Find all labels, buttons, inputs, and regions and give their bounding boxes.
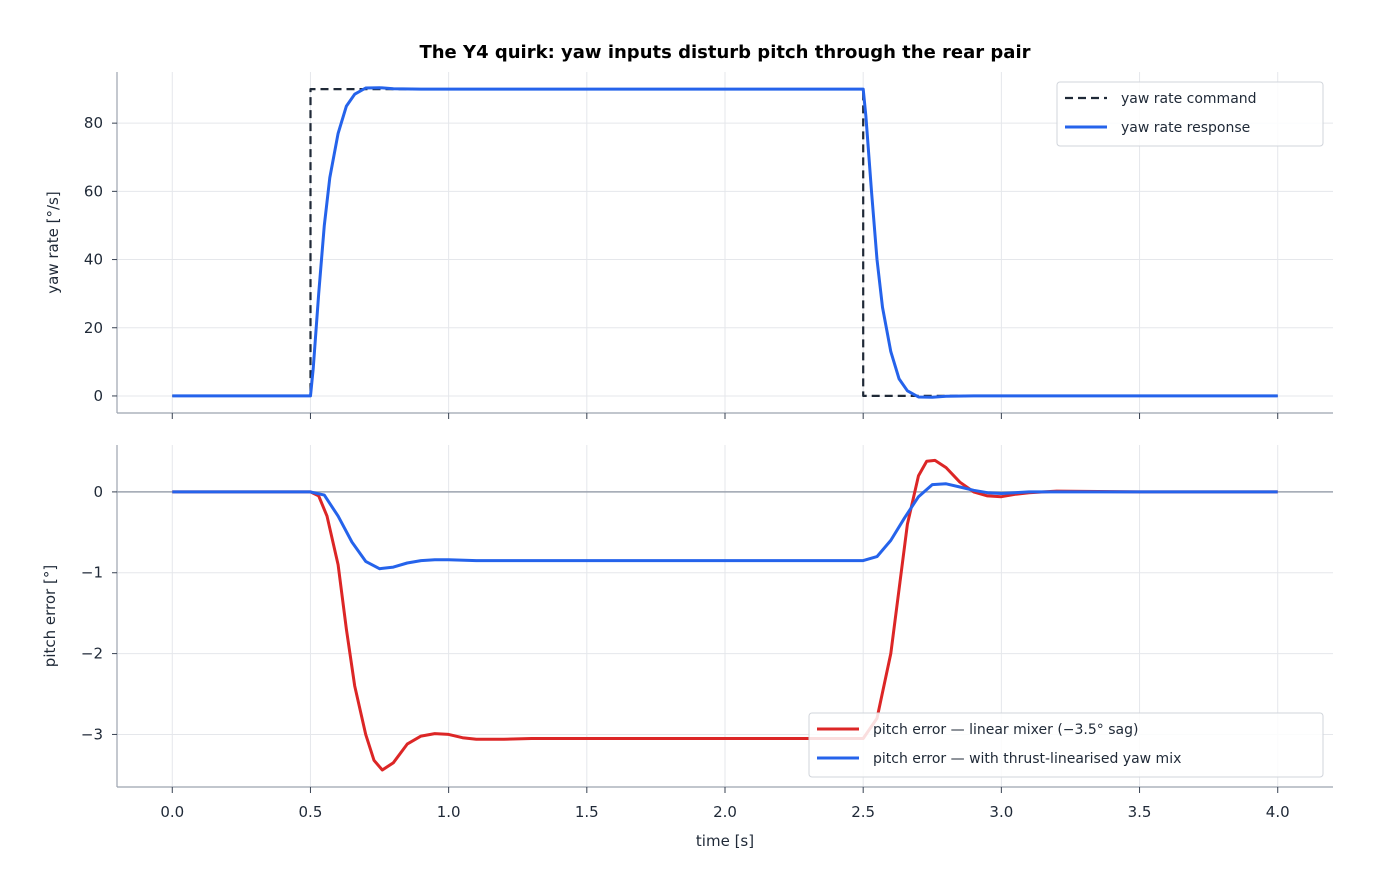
legend-box bbox=[808, 712, 1324, 778]
y-tick-label: 20 bbox=[84, 319, 103, 337]
x-axis-label: time [s] bbox=[696, 832, 754, 850]
y-axis-label: yaw rate [°/s] bbox=[44, 191, 62, 293]
x-tick-label: 1.0 bbox=[437, 803, 461, 821]
x-tick-label: 3.0 bbox=[989, 803, 1013, 821]
y-tick-label: 80 bbox=[84, 114, 103, 132]
series-line bbox=[172, 482, 1278, 571]
legend-entry: pitch error — with thrust-linearised yaw… bbox=[873, 751, 1181, 767]
legend: yaw rate command yaw rate response bbox=[1056, 81, 1324, 147]
x-tick-label: 3.5 bbox=[1128, 803, 1152, 821]
x-tick-label: 4.0 bbox=[1266, 803, 1290, 821]
y-tick-label: 0 bbox=[93, 387, 103, 405]
series-line bbox=[172, 86, 1278, 399]
y-tick-label: −2 bbox=[81, 645, 103, 663]
y-tick-label: 40 bbox=[84, 251, 103, 269]
y-axis-label: pitch error [°] bbox=[41, 565, 59, 667]
legend-entry: pitch error — linear mixer (−3.5° sag) bbox=[873, 722, 1138, 738]
x-tick-label: 2.5 bbox=[851, 803, 875, 821]
legend-box bbox=[1056, 81, 1324, 147]
series-line bbox=[172, 458, 1278, 772]
legend-entry: yaw rate response bbox=[1121, 120, 1250, 136]
x-tick-label: 0.5 bbox=[299, 803, 323, 821]
y-tick-label: −1 bbox=[81, 564, 103, 582]
y-tick-label: 0 bbox=[93, 483, 103, 501]
legend-entry: yaw rate command bbox=[1121, 91, 1257, 107]
legend: pitch error — linear mixer (−3.5° sag) pi… bbox=[808, 712, 1324, 778]
x-tick-label: 0.0 bbox=[160, 803, 184, 821]
y-tick-label: −3 bbox=[81, 725, 103, 743]
x-tick-label: 1.5 bbox=[575, 803, 599, 821]
x-tick-label: 2.0 bbox=[713, 803, 737, 821]
y-tick-label: 60 bbox=[84, 182, 103, 200]
panel-pitch-error: 0 −1 −2 −3 0.0 0.5 1.0 1.5 2.0 2.5 3.0 3.5 4.0 pitch … bbox=[41, 445, 1333, 821]
chart-title: The Y4 quirk: yaw inputs disturb pitch t… bbox=[419, 42, 1030, 63]
